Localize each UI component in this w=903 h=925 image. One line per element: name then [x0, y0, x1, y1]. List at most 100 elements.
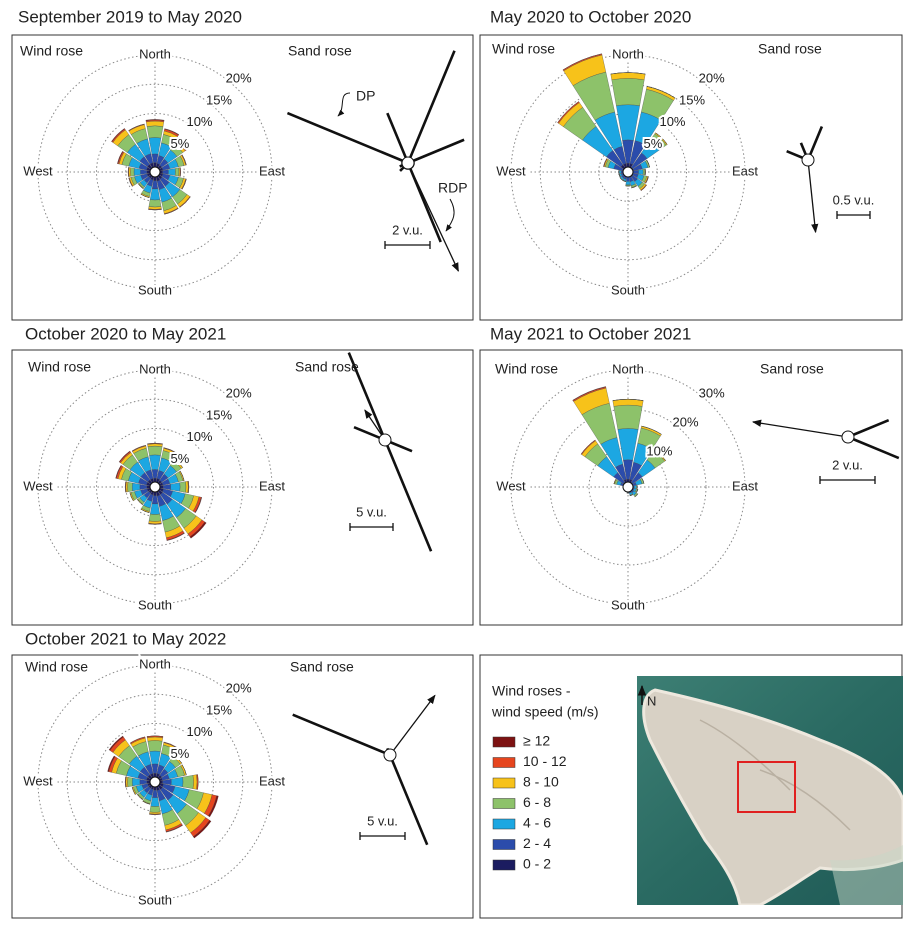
ring-label: 15%	[206, 407, 232, 422]
legend-swatch	[493, 737, 515, 747]
direction-label: West	[496, 478, 526, 493]
petal-segment	[643, 169, 645, 175]
petal-segment	[150, 806, 161, 812]
wind-rose-label: Wind rose	[20, 43, 83, 59]
direction-label: South	[611, 282, 645, 297]
legend-label: ≥ 12	[523, 733, 550, 749]
legend-title: Wind roses -	[492, 683, 571, 699]
legend-label: 0 - 2	[523, 856, 551, 872]
petal-segment	[162, 170, 168, 175]
sand-arm	[293, 715, 390, 755]
sand-rose-label: Sand rose	[290, 659, 354, 675]
legend-swatch	[493, 819, 515, 829]
petal-segment	[147, 737, 163, 741]
rdp-arrow	[390, 695, 435, 755]
petal-segment	[634, 486, 636, 489]
rose-center	[623, 167, 633, 177]
map	[637, 676, 903, 905]
direction-label: South	[138, 892, 172, 907]
direction-label: North	[139, 46, 171, 61]
petal-segment	[147, 126, 163, 138]
petal-segment	[132, 483, 140, 491]
petal-segment	[638, 169, 643, 174]
petal-segment	[168, 168, 175, 175]
petal-segment	[626, 181, 630, 185]
legend-swatch	[493, 758, 515, 768]
petal-segment	[128, 482, 133, 492]
figure: N Wind roses - wind speed (m/s) Septembe…	[0, 0, 903, 920]
sand-rose-label: Sand rose	[295, 359, 359, 375]
sand-center	[402, 157, 414, 169]
ring-label: 20%	[226, 386, 252, 401]
direction-label: West	[23, 773, 53, 788]
direction-label: West	[496, 163, 526, 178]
petal-segment	[140, 484, 147, 489]
direction-label: North	[139, 656, 171, 671]
ring-label: 5%	[171, 451, 190, 466]
petal-segment	[175, 168, 179, 176]
petal-segment	[150, 751, 161, 764]
legend-swatch	[493, 840, 515, 850]
ring-label: 10%	[186, 724, 212, 739]
ring-label: 15%	[206, 92, 232, 107]
ring-label: 10%	[186, 429, 212, 444]
petal-segment	[149, 514, 161, 521]
petal-segment	[146, 121, 164, 126]
scale-label: 2 v.u.	[832, 457, 863, 472]
ring-label: 10%	[646, 444, 672, 459]
panel-title: May 2021 to October 2021	[490, 324, 691, 343]
ring-label: 20%	[699, 71, 725, 86]
ring-label: 20%	[673, 415, 699, 430]
sand-arm	[848, 437, 899, 458]
ring-label: 5%	[644, 136, 663, 151]
legend-title: wind speed (m/s)	[491, 704, 599, 720]
dp-label: DP	[356, 88, 375, 104]
scale-label: 2 v.u.	[392, 222, 423, 237]
panel-title: October 2020 to May 2021	[25, 324, 226, 343]
wind-rose-label: Wind rose	[495, 361, 558, 377]
legend-label: 2 - 4	[523, 835, 551, 851]
scale-label: 5 v.u.	[367, 813, 398, 828]
legend-label: 8 - 10	[523, 774, 559, 790]
petal-segment	[149, 455, 160, 470]
petal-segment	[140, 779, 147, 784]
legend-label: 6 - 8	[523, 794, 551, 810]
petal-segment	[150, 504, 160, 515]
petal-segment	[140, 169, 147, 174]
ring-label: 30%	[699, 386, 725, 401]
ring-label: 20%	[226, 681, 252, 696]
direction-label: West	[23, 163, 53, 178]
rdp-label: RDP	[438, 180, 468, 196]
petal-segment	[130, 168, 134, 177]
petal-segment	[614, 405, 642, 429]
legend-label: 4 - 6	[523, 815, 551, 831]
sand-center	[379, 434, 391, 446]
petal-segment	[171, 483, 181, 492]
wind-rose-label: Wind rose	[25, 659, 88, 675]
petal-segment	[128, 777, 133, 787]
petal-segment	[148, 740, 162, 751]
ring-label: 15%	[679, 92, 705, 107]
ring-label: 20%	[226, 71, 252, 86]
petal-segment	[148, 207, 161, 210]
wind-rose-label: Wind rose	[492, 41, 555, 57]
legend-swatch	[493, 799, 515, 809]
direction-label: North	[612, 361, 644, 376]
sand-rose-label: Sand rose	[288, 43, 352, 59]
sand-arm	[385, 440, 431, 551]
ring-label: 5%	[171, 746, 190, 761]
sand-arm	[390, 755, 427, 845]
ring-label: 10%	[186, 114, 212, 129]
direction-label: South	[138, 282, 172, 297]
sand-rose-label: Sand rose	[760, 361, 824, 377]
petal-segment	[149, 137, 161, 154]
dp-pointer	[338, 93, 350, 116]
legend-swatch	[493, 860, 515, 870]
petal-segment	[612, 78, 645, 105]
direction-label: East	[259, 163, 285, 178]
sand-center	[842, 431, 854, 443]
ring-label: 15%	[206, 702, 232, 717]
direction-label: East	[259, 773, 285, 788]
sand-rose-label: Sand rose	[758, 41, 822, 57]
petal-segment	[180, 482, 186, 493]
